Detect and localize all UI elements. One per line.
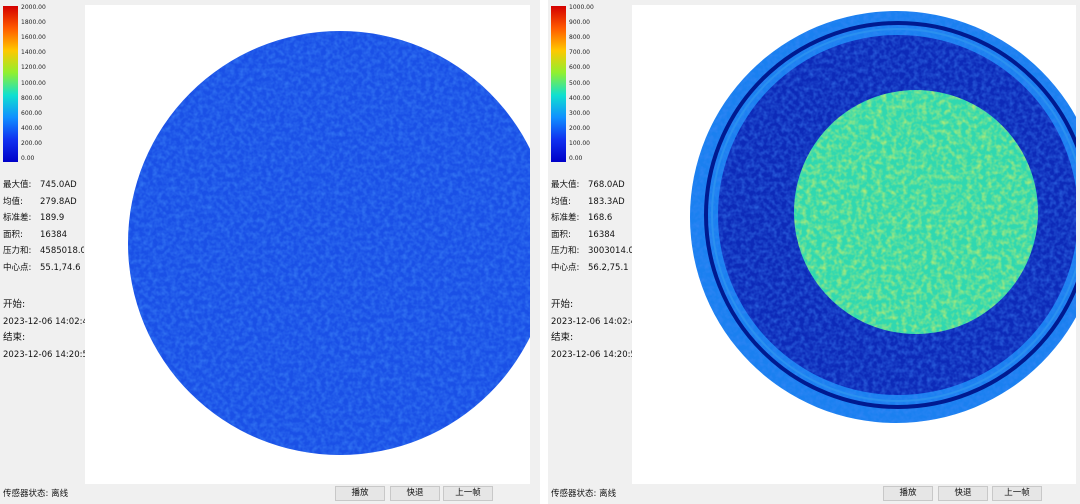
stat-value: 55.1,74.6 [40,263,81,273]
stat-value: 279.8AD [40,196,77,207]
stat-label: 压力和: [551,246,580,257]
stat-value: 183.3AD [588,196,625,207]
start-label: 开始: [551,299,574,310]
stat-label: 面积: [3,229,23,240]
stat-label: 中心点: [551,263,580,273]
sidebar: 1000.00 900.00 800.00 700.00 600.00 500.00 400… [548,0,641,484]
colorbar-label: 0.00 [569,155,583,162]
colorbar-label: 100.00 [569,139,590,147]
pressure-texture [128,31,540,455]
stat-value: 189.9 [40,213,65,224]
heatmap [690,11,1080,423]
control-button[interactable]: 上一帧 [992,486,1042,501]
colorbar-label: 400.00 [569,94,590,102]
stat-label: 标准差: [3,213,32,224]
stat-value: 16384 [588,229,616,240]
start-time: 2023-12-06 14:02:46 [3,317,94,327]
colorbar [551,6,566,162]
colorbar-label: 1000.00 [569,4,594,11]
ring-gap [704,21,1080,409]
panel: 2000.00 1800.00 1600.00 1400.00 1200.00 1000.… [0,0,540,504]
stat-value: 768.0AD [588,180,625,190]
stat-label: 最大值: [3,180,32,190]
colorbar-label: 1600.00 [21,34,46,42]
stat-label: 均值: [3,196,23,207]
stat-value: 56.2,75.1 [588,263,629,273]
colorbar-label: 200.00 [21,139,42,147]
colorbar-label: 600.00 [21,109,42,117]
stat-value: 168.6 [588,213,613,224]
stat-label: 中心点: [3,263,32,273]
ring-line [711,28,1080,402]
sensor-status: 传感器状态: 离线 [551,489,617,499]
control-button[interactable]: 上一帧 [443,486,493,501]
stat-label: 面积: [551,229,571,240]
control-button[interactable]: 快退 [938,486,988,501]
colorbar-label: 500.00 [569,79,590,87]
colorbar-label: 1800.00 [21,19,46,27]
stat-label: 最大值: [551,180,580,190]
start-time: 2023-12-06 14:02:46 [551,317,642,327]
stat-label: 标准差: [551,213,580,224]
sidebar: 2000.00 1800.00 1600.00 1400.00 1200.00 1000.… [0,0,93,484]
colorbar-label: 0.00 [21,155,35,162]
heatmap [128,31,540,455]
stat-value: 3003014.0AD [588,246,632,257]
control-button[interactable]: 播放 [883,486,933,501]
colorbar-label: 900.00 [569,19,590,27]
colorbar-label: 1000.00 [21,79,46,87]
control-button[interactable]: 播放 [335,486,385,501]
colorbar-label: 300.00 [569,109,590,117]
colorbar [3,6,18,162]
colorbar-label: 1200.00 [21,64,46,72]
stat-value: 4585018.0AD [40,246,84,257]
colorbar-label: 1400.00 [21,49,46,57]
stat-value: 16384 [40,229,68,240]
start-label: 开始: [3,299,26,310]
colorbar-label: 800.00 [21,94,42,102]
stat-value: 745.0AD [40,180,77,190]
pressure-image [85,5,540,484]
end-label: 结束: [3,332,26,343]
end-label: 结束: [551,332,574,343]
colorbar-label: 700.00 [569,49,590,57]
pressure-image [632,5,1080,484]
stat-label: 压力和: [3,246,32,257]
sensor-status: 传感器状态: 离线 [3,489,69,499]
end-time: 2023-12-06 14:20:55 [551,350,642,360]
colorbar-label: 200.00 [569,124,590,132]
panel: 1000.00 900.00 800.00 700.00 600.00 500.00 400… [548,0,1080,504]
colorbar-label: 400.00 [21,124,42,132]
colorbar-label: 2000.00 [21,4,46,11]
colorbar-label: 600.00 [569,64,590,72]
stat-label: 均值: [551,196,571,207]
end-time: 2023-12-06 14:20:55 [3,350,94,360]
control-button[interactable]: 快退 [390,486,440,501]
colorbar-label: 800.00 [569,34,590,42]
center-texture [794,90,1038,334]
